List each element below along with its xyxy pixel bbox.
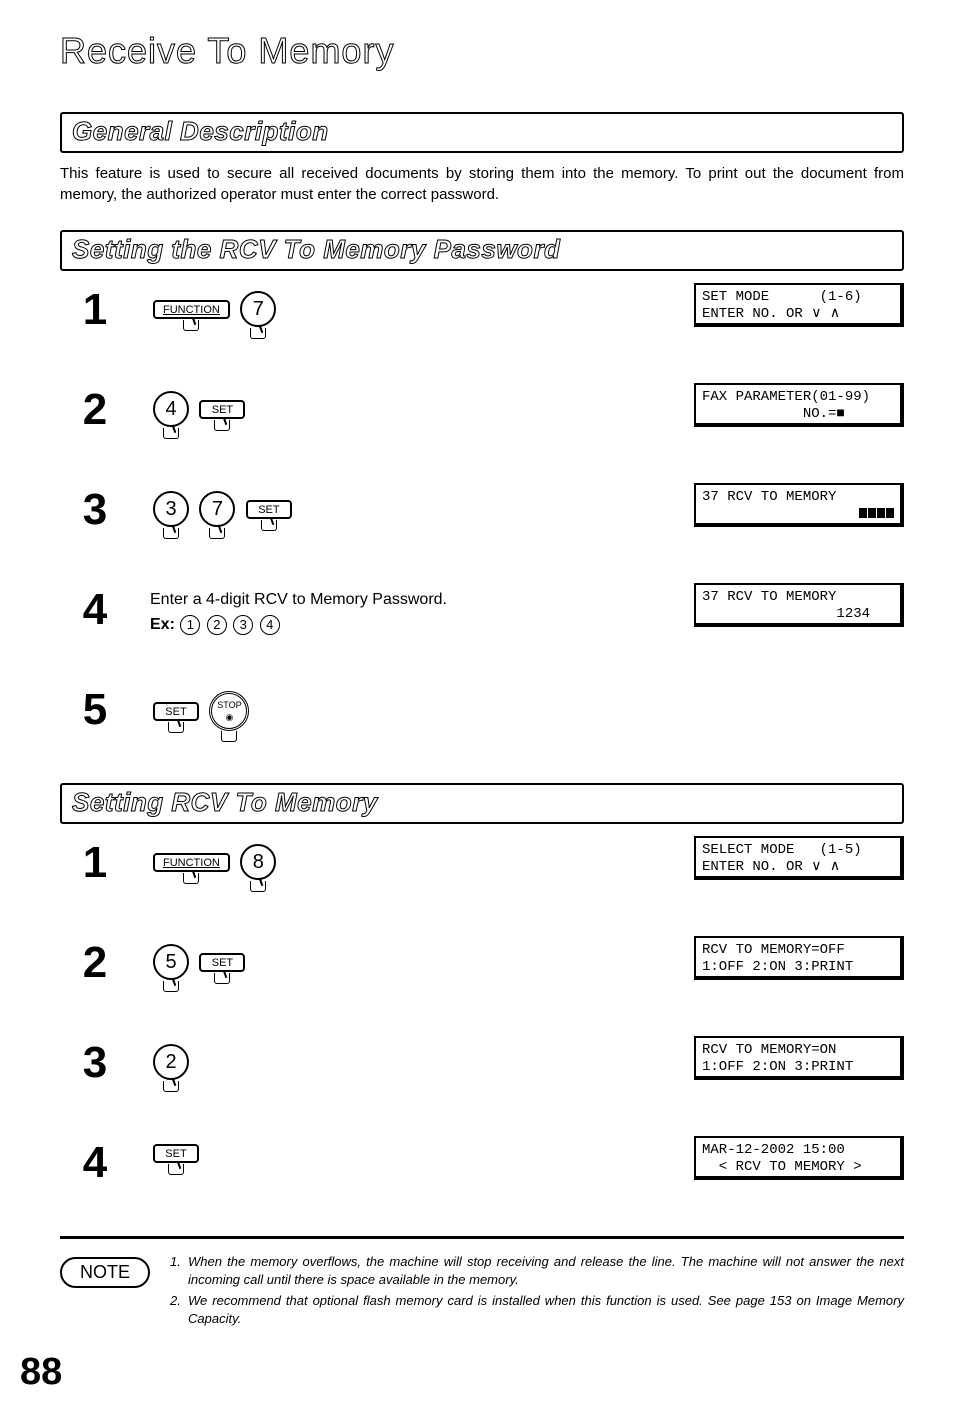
- step-instruction: Enter a 4-digit RCV to Memory Password.: [150, 591, 694, 609]
- example-digit: 3: [233, 615, 253, 635]
- step-number: 2: [60, 383, 130, 432]
- lcd-line1: RCV TO MEMORY=ON: [702, 1042, 836, 1058]
- setrcv-step-3: 3 2 RCV TO MEMORY=ON 1:OFF 2:ON 3:PRINT: [60, 1036, 904, 1106]
- lcd-line2: 1234: [702, 606, 870, 622]
- lcd-line1: SELECT MODE (1-5): [702, 842, 862, 858]
- lcd-line2: < RCV TO MEMORY >: [702, 1159, 862, 1175]
- key-5[interactable]: 5: [153, 944, 189, 980]
- key-8[interactable]: 8: [240, 844, 276, 880]
- step-number: 3: [60, 483, 130, 532]
- lcd-display: 37 RCV TO MEMORY 1234: [694, 583, 904, 627]
- function-button[interactable]: FUNCTION: [153, 300, 230, 319]
- key-2[interactable]: 2: [153, 1044, 189, 1080]
- lcd-line1: MAR-12-2002 15:00: [702, 1142, 845, 1158]
- setrcv-step-1: 1 FUNCTION 8 SELECT MODE (1-5) ENTER NO.…: [60, 836, 904, 906]
- lcd-line1: SET MODE (1-6): [702, 289, 862, 305]
- function-button[interactable]: FUNCTION: [153, 853, 230, 872]
- set-button[interactable]: SET: [246, 500, 292, 519]
- example-digit: 2: [207, 615, 227, 635]
- section-setpw-title: Setting the RCV To Memory Password: [72, 234, 560, 264]
- lcd-display: RCV TO MEMORY=OFF 1:OFF 2:ON 3:PRINT: [694, 936, 904, 980]
- key-7[interactable]: 7: [240, 291, 276, 327]
- key-3[interactable]: 3: [153, 491, 189, 527]
- lcd-display: 37 RCV TO MEMORY: [694, 483, 904, 527]
- example-label: Ex:: [150, 616, 175, 633]
- example-digit: 1: [180, 615, 200, 635]
- setpw-step-4: 4 Enter a 4-digit RCV to Memory Password…: [60, 583, 904, 653]
- lcd-line1: RCV TO MEMORY=OFF: [702, 942, 845, 958]
- set-button[interactable]: SET: [199, 400, 245, 419]
- lcd-line2: NO.=■: [702, 406, 845, 422]
- setpw-step-3: 3 3 7 SET 37 RCV TO MEMORY: [60, 483, 904, 553]
- key-7[interactable]: 7: [199, 491, 235, 527]
- stop-button[interactable]: STOP◉: [209, 691, 249, 731]
- set-button[interactable]: SET: [199, 953, 245, 972]
- step-number: 1: [60, 283, 130, 332]
- set-button[interactable]: SET: [153, 1144, 199, 1163]
- lcd-display: MAR-12-2002 15:00 < RCV TO MEMORY >: [694, 1136, 904, 1180]
- step-number: 3: [60, 1036, 130, 1085]
- page-title: Receive To Memory: [60, 30, 904, 72]
- key-4[interactable]: 4: [153, 391, 189, 427]
- step-number: 4: [60, 1136, 130, 1185]
- note-text-1: When the memory overflows, the machine w…: [188, 1253, 904, 1288]
- setpw-step-1: 1 FUNCTION 7 SET MODE (1-6) ENTER NO. OR…: [60, 283, 904, 353]
- lcd-line1: 37 RCV TO MEMORY: [702, 589, 836, 605]
- lcd-line2: ENTER NO. OR ∨ ∧: [702, 306, 840, 322]
- setrcv-step-4: 4 SET MAR-12-2002 15:00 < RCV TO MEMORY …: [60, 1136, 904, 1206]
- setrcv-step-2: 2 5 SET RCV TO MEMORY=OFF 1:OFF 2:ON 3:P…: [60, 936, 904, 1006]
- lcd-display: RCV TO MEMORY=ON 1:OFF 2:ON 3:PRINT: [694, 1036, 904, 1080]
- note-num: 2.: [170, 1292, 188, 1327]
- note-section: NOTE 1.When the memory overflows, the ma…: [60, 1236, 904, 1331]
- note-list: 1.When the memory overflows, the machine…: [170, 1253, 904, 1331]
- note-text-2: We recommend that optional flash memory …: [188, 1292, 904, 1327]
- note-label: NOTE: [60, 1257, 150, 1288]
- lcd-display: SELECT MODE (1-5) ENTER NO. OR ∨ ∧: [694, 836, 904, 880]
- setpw-step-2: 2 4 SET FAX PARAMETER(01-99) NO.=■: [60, 383, 904, 453]
- lcd-line2: 1:OFF 2:ON 3:PRINT: [702, 959, 853, 975]
- step-number: 1: [60, 836, 130, 885]
- section-general-header: General Description: [60, 112, 904, 153]
- step-number: 5: [60, 683, 130, 732]
- lcd-line2: [702, 506, 894, 523]
- lcd-line1: 37 RCV TO MEMORY: [702, 489, 836, 505]
- note-num: 1.: [170, 1253, 188, 1288]
- lcd-display: FAX PARAMETER(01-99) NO.=■: [694, 383, 904, 427]
- section-setrcv-header: Setting RCV To Memory: [60, 783, 904, 824]
- set-button[interactable]: SET: [153, 702, 199, 721]
- step-number: 4: [60, 583, 130, 632]
- lcd-line2: ENTER NO. OR ∨ ∧: [702, 859, 840, 875]
- page-number: 88: [20, 1351, 904, 1394]
- example-digit: 4: [260, 615, 280, 635]
- setpw-step-5: 5 SET STOP◉: [60, 683, 904, 753]
- section-general-title: General Description: [72, 116, 329, 146]
- lcd-line1: FAX PARAMETER(01-99): [702, 389, 870, 405]
- lcd-display: SET MODE (1-6) ENTER NO. OR ∨ ∧: [694, 283, 904, 327]
- section-setpw-header: Setting the RCV To Memory Password: [60, 230, 904, 271]
- stop-label: STOP: [217, 700, 241, 710]
- general-description-text: This feature is used to secure all recei…: [60, 163, 904, 205]
- section-setrcv-title: Setting RCV To Memory: [72, 787, 378, 817]
- step-number: 2: [60, 936, 130, 985]
- lcd-line2: 1:OFF 2:ON 3:PRINT: [702, 1059, 853, 1075]
